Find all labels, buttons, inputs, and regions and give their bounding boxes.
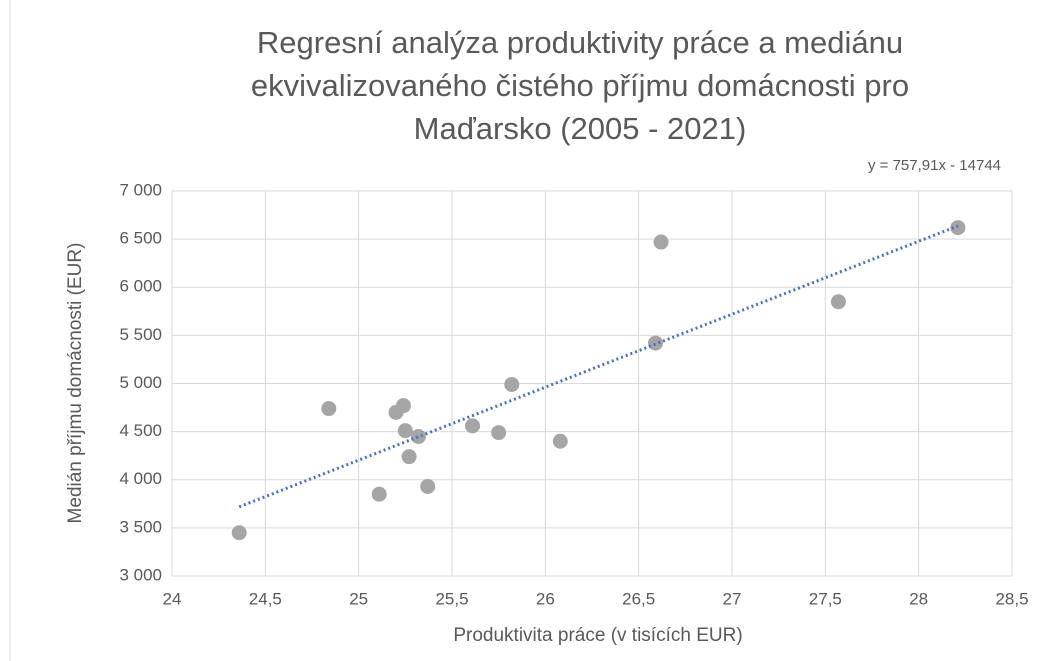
x-tick-label: 25 <box>349 589 368 608</box>
point <box>410 428 426 444</box>
point <box>647 335 663 351</box>
chart-title: Maďarsko (2005 - 2021) <box>414 111 747 146</box>
point <box>653 234 669 250</box>
x-tick-label: 25,5 <box>435 589 468 608</box>
chart-title: Regresní analýza produktivity práce a me… <box>257 25 903 60</box>
point <box>552 433 568 449</box>
x-tick-label: 28,5 <box>995 589 1028 608</box>
x-tick-label: 27,5 <box>809 589 842 608</box>
point <box>321 401 337 417</box>
x-tick-label: 26,5 <box>622 589 655 608</box>
point <box>830 294 846 310</box>
trendline-label: y = 757,91x - 14744 <box>868 157 1001 174</box>
point <box>371 486 387 502</box>
y-tick-label: 7 000 <box>119 180 162 199</box>
chart-border <box>9 0 1051 661</box>
x-tick-label: 26 <box>536 589 555 608</box>
x-tick-label: 28 <box>909 589 928 608</box>
y-tick-label: 3 000 <box>119 565 162 584</box>
x-tick-label: 24 <box>163 589 182 608</box>
y-tick-label: 6 500 <box>119 229 162 248</box>
x-tick-label: 24,5 <box>249 589 282 608</box>
trendline <box>238 224 959 509</box>
point <box>504 376 520 392</box>
y-tick-label: 6 000 <box>119 277 162 296</box>
point <box>491 425 507 441</box>
y-tick-label: 4 000 <box>119 469 162 488</box>
x-tick-label: 27 <box>723 589 742 608</box>
y-tick-label: 5 000 <box>119 373 162 392</box>
point <box>465 418 481 434</box>
chart-title: ekvivalizovaného čistého příjmu domácnos… <box>251 68 909 103</box>
x-axis-label: Produktivita práce (v tisících EUR) <box>453 625 742 646</box>
y-axis-label: Medián příjmu domácnosti (EUR) <box>65 243 86 524</box>
y-tick-label: 4 500 <box>119 421 162 440</box>
point <box>395 398 411 414</box>
y-tick-label: 3 500 <box>119 517 162 536</box>
y-tick-label: 5 500 <box>119 325 162 344</box>
point <box>401 449 417 465</box>
point <box>420 478 436 494</box>
point <box>397 423 413 439</box>
point <box>231 525 247 541</box>
